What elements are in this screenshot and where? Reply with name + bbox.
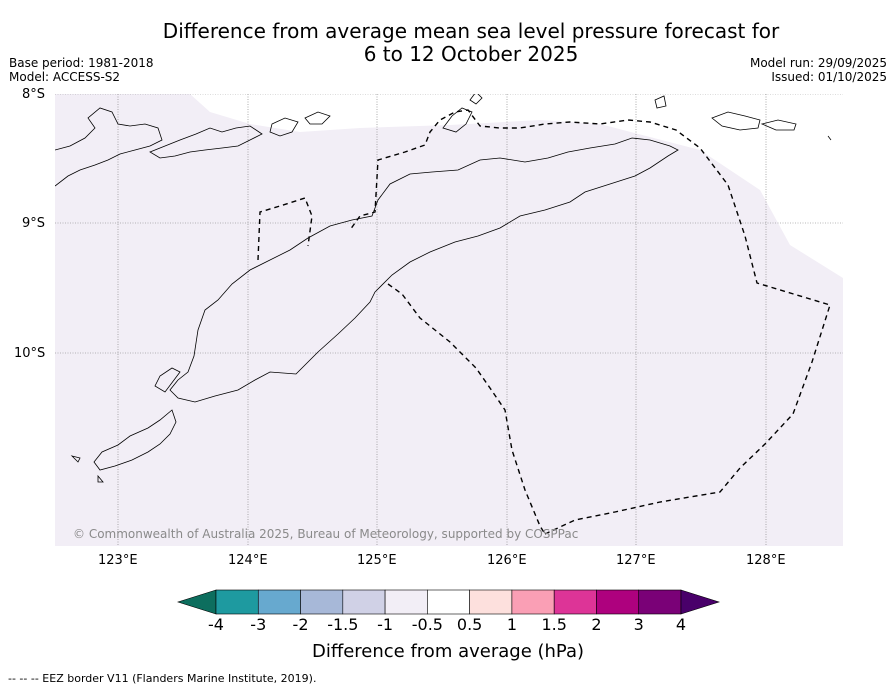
lon-label-123e: 123°E [98, 553, 138, 568]
colorbar-arrow-high [680, 589, 720, 615]
footer-note: -- -- -- EEZ border V11 (Flanders Marine… [8, 672, 317, 685]
lon-label-127e: 127°E [616, 553, 656, 568]
lat-label-9s: 9°S [22, 216, 46, 231]
colorbar-tick-label: -4 [208, 615, 224, 634]
colorbar [177, 589, 720, 615]
colorbar-tick-label: 1.5 [541, 615, 567, 634]
model-name: Model: ACCESS-S2 [9, 70, 121, 84]
colorbar-tick-label: 2 [591, 615, 602, 634]
colorbar-tick-label: -2 [292, 615, 309, 634]
title-line-2: 6 to 12 October 2025 [363, 42, 579, 66]
colorbar-segment [384, 589, 428, 615]
anomaly-field [55, 94, 843, 546]
title-line-1: Difference from average mean sea level p… [162, 19, 780, 43]
colorbar-title: Difference from average (hPa) [311, 641, 585, 662]
colorbar-tick-label: 3 [633, 615, 644, 634]
colorbar-tick-label: -1 [377, 615, 394, 634]
colorbar-segment [300, 589, 344, 615]
colorbar-segment [553, 589, 597, 615]
colorbar-tick-label: -0.5 [411, 615, 443, 634]
eez-borders [257, 109, 831, 535]
colorbar-segment [511, 589, 555, 615]
colorbar-segment [257, 589, 301, 615]
meta-right: Model run: 29/09/2025 Issued: 01/10/2025 [750, 56, 887, 84]
issued-date: Issued: 01/10/2025 [771, 70, 887, 84]
lat-label-10s: 10°S [14, 346, 46, 361]
colorbar-segment [342, 589, 386, 615]
colorbar-tick-label: -3 [250, 615, 267, 634]
colorbar-segment [215, 589, 259, 615]
meta-left: Base period: 1981-2018 Model: ACCESS-S2 [9, 56, 154, 84]
base-period: Base period: 1981-2018 [9, 56, 154, 70]
colorbar-tick-label: -1.5 [327, 615, 359, 634]
colorbar-tick-label: 1 [506, 615, 517, 634]
colorbar-segment [427, 589, 470, 615]
copyright-credit: © Commonwealth of Australia 2025, Bureau… [73, 527, 579, 541]
lat-label-8s: 8°S [22, 87, 46, 102]
colorbar-arrow-low [177, 589, 217, 615]
lon-label-124e: 124°E [228, 553, 268, 568]
lon-label-125e: 125°E [357, 553, 397, 568]
lon-label-128e: 128°E [746, 553, 786, 568]
colorbar-segment [596, 589, 640, 615]
colorbar-segment [638, 589, 682, 615]
colorbar-tick-label: 4 [675, 615, 687, 634]
lon-label-126e: 126°E [487, 553, 527, 568]
neutral-region [190, 94, 843, 278]
chart-title: Difference from average mean sea level p… [100, 20, 842, 66]
coastlines [55, 94, 832, 483]
colorbar-tick-label: 0.5 [456, 615, 483, 634]
colorbar-segment [469, 589, 513, 615]
model-run: Model run: 29/09/2025 [749, 56, 887, 70]
